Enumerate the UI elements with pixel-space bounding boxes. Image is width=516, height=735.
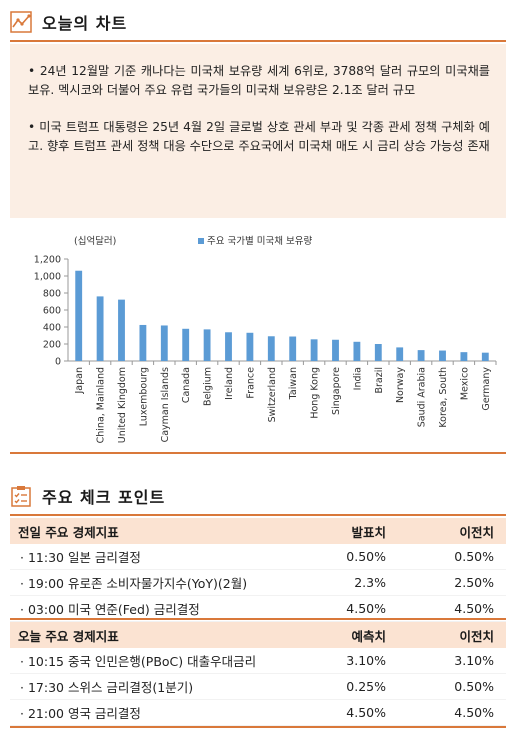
table-row: · 17:30 스위스 금리결정(1분기) 0.25% 0.50% bbox=[10, 673, 506, 700]
bar bbox=[332, 339, 339, 361]
x-tick-label: Hong Kong bbox=[310, 367, 321, 419]
x-tick-label: India bbox=[352, 367, 363, 390]
header-forecast: 예측치 bbox=[296, 621, 398, 648]
table-row: · 10:15 중국 인민은행(PBoC) 대출우대금리 3.10% 3.10% bbox=[10, 648, 506, 674]
bar bbox=[75, 270, 83, 361]
x-tick-label: Belgium bbox=[203, 367, 214, 406]
check-section-title: 주요 체크 포인트 bbox=[42, 488, 166, 507]
indicator-name: · 03:00 미국 연준(Fed) 금리결정 bbox=[10, 595, 296, 622]
x-tick-label: United Kingdom bbox=[117, 367, 128, 443]
header-label: 전일 주요 경제지표 bbox=[10, 518, 296, 544]
x-tick-label: Cayman Islands bbox=[160, 367, 171, 442]
indicator-name: · 17:30 스위스 금리결정(1분기) bbox=[10, 673, 296, 700]
table-divider-mid bbox=[10, 618, 506, 620]
bar bbox=[225, 332, 232, 361]
x-tick-label: Singapore bbox=[331, 367, 342, 415]
y-unit-label: (십억달러) bbox=[74, 235, 116, 247]
bar bbox=[203, 329, 211, 361]
x-tick-label: Germany bbox=[481, 367, 492, 411]
indicator-name: · 21:00 영국 금리결정 bbox=[10, 699, 296, 726]
indicator-previous: 0.50% bbox=[398, 544, 506, 570]
bar bbox=[439, 350, 446, 361]
x-tick-label: Ireland bbox=[224, 367, 235, 400]
bar bbox=[481, 352, 489, 361]
indicator-previous: 3.10% bbox=[398, 648, 506, 674]
bar bbox=[310, 339, 318, 361]
bar-chart-svg: (십억달러) 주요 국가별 미국채 보유량 0 200 400 600 800 1,000 1,… bbox=[34, 235, 497, 443]
table-header-today: 오늘 주요 경제지표 예측치 이전치 bbox=[10, 621, 506, 648]
bar bbox=[353, 341, 361, 361]
x-tick-label: Norway bbox=[395, 367, 406, 403]
bar bbox=[139, 324, 147, 361]
header-previous: 이전치 bbox=[398, 621, 506, 648]
indicator-previous: 0.50% bbox=[398, 673, 506, 700]
indicator-table: 전일 주요 경제지표 발표치 이전치 · 11:30 일본 금리결정 0.50%… bbox=[10, 518, 506, 726]
summary-bullet-2: • 미국 트럼프 대통령은 25년 4월 2일 글로벌 상호 관세 부과 및 각… bbox=[28, 120, 490, 153]
y-tick-label: 200 bbox=[43, 340, 61, 351]
table-row: · 19:00 유로존 소비자물가지수(YoY)(2월) 2.3% 2.50% bbox=[10, 569, 506, 596]
indicator-previous: 4.50% bbox=[398, 595, 506, 622]
bar bbox=[374, 344, 382, 361]
x-tick-label: Mexico bbox=[459, 367, 470, 400]
treasury-holdings-chart: (십억달러) 주요 국가별 미국채 보유량 0 200 400 600 800 1,000 1,… bbox=[10, 228, 506, 450]
check-section-header: 주요 체크 포인트 bbox=[10, 484, 165, 508]
indicator-forecast: 3.10% bbox=[296, 648, 398, 674]
x-tick-label: Brazil bbox=[374, 367, 385, 394]
chart-section-title: 오늘의 차트 bbox=[42, 14, 128, 33]
y-tick-label: 800 bbox=[43, 289, 61, 300]
chart-section-divider bbox=[10, 40, 506, 42]
y-tick-label: 1,200 bbox=[34, 255, 61, 266]
indicator-actual: 4.50% bbox=[296, 595, 398, 622]
bar bbox=[267, 336, 275, 361]
check-section-divider bbox=[10, 514, 506, 516]
bar bbox=[182, 328, 190, 361]
table-divider-bottom bbox=[10, 726, 506, 728]
x-tick-label: Saudi Arabia bbox=[417, 367, 428, 427]
summary-box: • 24년 12월말 기준 캐나다는 미국채 보유량 세계 6위로, 3788억… bbox=[10, 44, 506, 218]
x-tick-label: Taiwan bbox=[288, 367, 299, 400]
table-row: · 11:30 일본 금리결정 0.50% 0.50% bbox=[10, 544, 506, 570]
table-row: · 03:00 미국 연준(Fed) 금리결정 4.50% 4.50% bbox=[10, 595, 506, 622]
x-tick-label: China, Mainland bbox=[96, 367, 107, 443]
indicator-actual: 2.3% bbox=[296, 569, 398, 596]
legend-label: 주요 국가별 미국채 보유량 bbox=[207, 235, 312, 247]
bar bbox=[118, 299, 125, 361]
y-tick-label: 600 bbox=[43, 306, 61, 317]
indicator-forecast: 0.25% bbox=[296, 673, 398, 700]
table-row: · 21:00 영국 금리결정 4.50% 4.50% bbox=[10, 699, 506, 726]
checklist-icon bbox=[10, 485, 32, 507]
chart-divider bbox=[10, 452, 506, 454]
bar bbox=[160, 325, 168, 361]
summary-bullet-1: • 24년 12월말 기준 캐나다는 미국채 보유량 세계 6위로, 3788억… bbox=[28, 64, 490, 97]
indicator-name: · 11:30 일본 금리결정 bbox=[10, 544, 296, 570]
chart-icon bbox=[10, 11, 32, 33]
header-actual: 발표치 bbox=[296, 518, 398, 544]
y-tick-label: 1,000 bbox=[34, 272, 61, 283]
y-tick-label: 400 bbox=[43, 323, 61, 334]
x-tick-label: Luxembourg bbox=[138, 367, 149, 426]
legend-swatch bbox=[198, 238, 204, 244]
indicator-previous: 2.50% bbox=[398, 569, 506, 596]
bar bbox=[396, 347, 404, 361]
indicator-previous: 4.50% bbox=[398, 699, 506, 726]
indicator-actual: 0.50% bbox=[296, 544, 398, 570]
bar bbox=[417, 350, 425, 361]
x-tick-label: Canada bbox=[181, 367, 192, 403]
bar bbox=[460, 352, 468, 361]
x-tick-label: France bbox=[245, 367, 256, 399]
bar bbox=[96, 296, 104, 361]
y-tick-label: 0 bbox=[55, 357, 61, 368]
chart-section-header: 오늘의 차트 bbox=[10, 10, 127, 34]
table-header-yesterday: 전일 주요 경제지표 발표치 이전치 bbox=[10, 518, 506, 544]
bar bbox=[246, 332, 254, 361]
x-tick-label: Switzerland bbox=[267, 367, 278, 422]
x-tick-label: Japan bbox=[74, 367, 85, 395]
indicator-name: · 10:15 중국 인민은행(PBoC) 대출우대금리 bbox=[10, 648, 296, 674]
indicator-forecast: 4.50% bbox=[296, 699, 398, 726]
x-tick-label: Korea, South bbox=[438, 367, 449, 428]
header-previous: 이전치 bbox=[398, 518, 506, 544]
header-label: 오늘 주요 경제지표 bbox=[10, 621, 296, 648]
indicator-name: · 19:00 유로존 소비자물가지수(YoY)(2월) bbox=[10, 569, 296, 596]
bar bbox=[289, 336, 297, 361]
